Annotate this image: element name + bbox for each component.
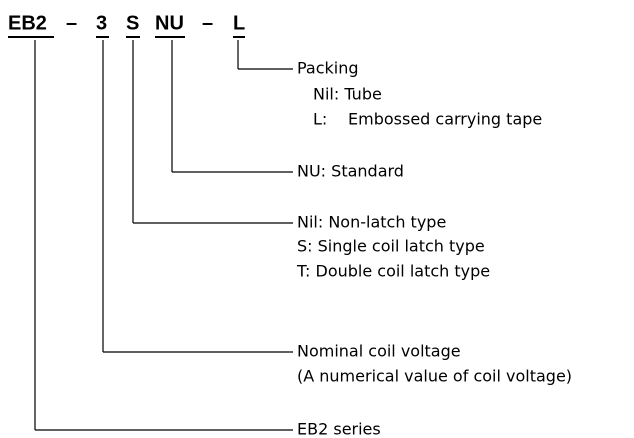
code-separator: – (202, 12, 213, 34)
field-title: Nominal coil voltage (297, 342, 461, 361)
code-segment: NU (155, 12, 184, 34)
field-title: EB2 series (297, 420, 381, 438)
option-key: L: (313, 110, 327, 129)
field-line: Nil: Tube (313, 85, 382, 104)
code-segment: 3 (96, 12, 107, 34)
field-line: (A numerical value of coil voltage) (297, 367, 572, 386)
option-text: Embossed carrying tape (348, 110, 542, 129)
field-line: S: Single coil latch type (297, 237, 485, 256)
field-title: Packing (297, 59, 359, 78)
leader-lines (34, 40, 293, 431)
field-line: T: Double coil latch type (296, 262, 490, 281)
field-title: Nil: Non-latch type (297, 213, 446, 232)
field-title: NU: Standard (297, 162, 404, 181)
code-separator: – (66, 12, 77, 34)
code-segment: S (126, 12, 139, 34)
code-segment: L (233, 12, 245, 34)
code-segment: EB2 (8, 12, 47, 34)
